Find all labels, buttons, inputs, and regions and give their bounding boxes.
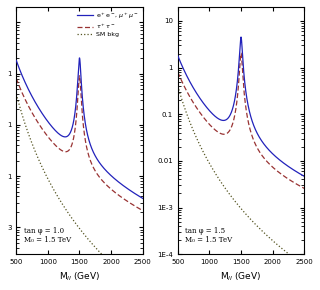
Legend: e$^+$e$^-$, $\mu^+\mu^-$, $\tau^+\tau^-$, SM bkg: e$^+$e$^-$, $\mu^+\mu^-$, $\tau^+\tau^-$… bbox=[75, 8, 141, 40]
X-axis label: M$_{ll}$ (GeV): M$_{ll}$ (GeV) bbox=[59, 271, 100, 283]
X-axis label: M$_{ll}$ (GeV): M$_{ll}$ (GeV) bbox=[220, 271, 262, 283]
Text: tan φ = 1.5
M₀ = 1.5 TeV: tan φ = 1.5 M₀ = 1.5 TeV bbox=[185, 227, 233, 244]
Text: tan φ = 1.0
M₀ = 1.5 TeV: tan φ = 1.0 M₀ = 1.5 TeV bbox=[24, 227, 71, 244]
